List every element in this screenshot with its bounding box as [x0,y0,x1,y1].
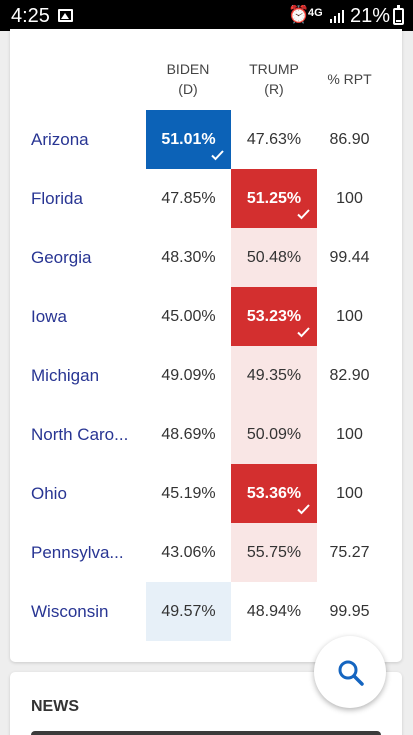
biden-pct: 47.85% [161,190,216,207]
trump-pct: 50.48% [231,228,317,287]
trump-pct: 53.23% [246,308,302,325]
battery-icon [393,5,404,25]
reporting-pct: 99.44 [329,249,370,266]
trump-cell: 53.36% [231,464,317,523]
table-row[interactable]: Michigan 49.09% 49.35% 82.90 [10,346,402,405]
check-icon [297,504,310,515]
reporting-pct: 82.90 [329,367,370,384]
state-link-pennsylvania[interactable]: Pennsylva... [31,543,124,562]
trump-pct: 49.35% [231,346,317,405]
trump-pct: 48.94% [246,603,302,620]
trump-pct: 50.09% [231,405,317,464]
trump-pct: 47.63% [246,131,302,148]
trump-cell: 51.25% [231,169,317,228]
header-pct-reporting: % RPT [327,71,372,87]
search-icon [338,660,364,686]
check-icon [211,150,224,161]
state-link-ohio[interactable]: Ohio [31,484,67,503]
state-link-north-carolina[interactable]: North Caro... [31,425,129,444]
biden-cell: 51.01% [146,110,231,169]
table-row[interactable]: Georgia 48.30% 50.48% 99.44 [10,228,402,287]
header-trump-party: (R) [264,81,284,97]
reporting-pct: 75.27 [329,544,370,561]
trump-pct: 53.36% [246,485,302,502]
biden-pct: 45.19% [161,485,216,502]
trump-pct: 55.75% [231,523,317,582]
status-bar: 4:25 ⏰ 4G 21% [0,0,413,31]
biden-pct: 49.09% [161,367,216,384]
network-type-label: 4G [308,7,323,19]
header-trump: TRUMP (R) [231,59,317,99]
state-link-florida[interactable]: Florida [31,189,83,208]
news-thumbnail[interactable] [31,731,381,735]
trump-cell: 53.23% [231,287,317,346]
reporting-pct: 100 [336,426,363,443]
table-row[interactable]: Wisconsin 49.57% 48.94% 99.95 [10,582,402,641]
state-link-wisconsin[interactable]: Wisconsin [31,602,109,621]
results-card: BIDEN (D) TRUMP (R) % RPT Arizona 51.01%… [10,29,402,662]
header-biden: BIDEN (D) [145,59,231,99]
table-row[interactable]: North Caro... 48.69% 50.09% 100 [10,405,402,464]
table-row[interactable]: Iowa 45.00% 53.23% 100 [10,287,402,346]
reporting-pct: 100 [336,190,363,207]
header-trump-name: TRUMP [249,61,299,77]
biden-pct: 49.57% [146,582,231,641]
header-biden-party: (D) [178,81,198,97]
status-time: 4:25 [11,5,50,27]
battery-level: 21% [350,5,391,27]
reporting-pct: 100 [336,308,363,325]
biden-pct: 43.06% [161,544,216,561]
trump-pct: 51.25% [246,190,302,207]
table-row[interactable]: Ohio 45.19% 53.36% 100 [10,464,402,523]
alarm-icon: ⏰ [288,5,310,24]
gallery-icon [58,9,73,22]
table-row[interactable]: Pennsylva... 43.06% 55.75% 75.27 [10,523,402,582]
table-row[interactable]: Arizona 51.01% 47.63% 86.90 [10,110,402,169]
state-link-arizona[interactable]: Arizona [31,130,89,149]
search-button[interactable] [314,636,386,708]
biden-pct: 45.00% [161,308,216,325]
check-icon [297,327,310,338]
biden-pct: 48.69% [161,426,216,443]
check-icon [297,209,310,220]
reporting-pct: 99.95 [329,603,370,620]
signal-icon [330,10,344,23]
biden-pct: 51.01% [161,131,216,148]
state-link-georgia[interactable]: Georgia [31,248,92,267]
biden-pct: 48.30% [161,249,216,266]
news-heading: NEWS [31,698,79,715]
header-biden-name: BIDEN [166,61,210,77]
reporting-pct: 86.90 [329,131,370,148]
state-link-iowa[interactable]: Iowa [31,307,67,326]
reporting-pct: 100 [336,485,363,502]
table-row[interactable]: Florida 47.85% 51.25% 100 [10,169,402,228]
state-link-michigan[interactable]: Michigan [31,366,100,385]
